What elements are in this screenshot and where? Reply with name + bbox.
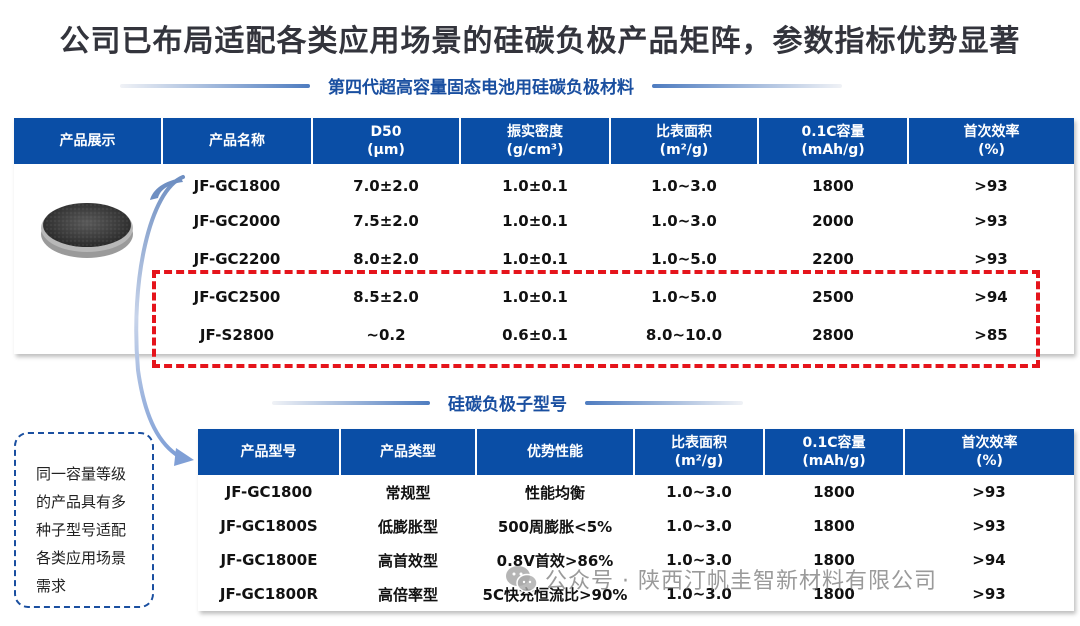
note-line: 种子型号适配 (36, 521, 127, 539)
wechat-icon (506, 566, 538, 593)
cell-efficiency: >85 (974, 326, 1008, 344)
header-type: 产品类型 (339, 429, 476, 475)
divider-line (585, 400, 743, 405)
cell-capacity: 1800 (813, 517, 855, 535)
table-row: JF-GC2000 7.5±2.0 1.0±0.1 1.0~3.0 2000 >… (14, 202, 1074, 240)
cell-tap-density: 1.0±0.1 (502, 177, 568, 195)
cell-efficiency: >93 (974, 212, 1008, 230)
cell-name: JF-GC2200 (193, 250, 281, 268)
cell-name: JF-GC1800 (193, 177, 281, 195)
cell-model: JF-GC1800E (220, 551, 318, 569)
divider-line (272, 400, 430, 405)
divider-line (652, 83, 842, 88)
cell-d50: 8.0±2.0 (353, 250, 419, 268)
section2-heading-label: 硅碳负极子型号 (448, 395, 567, 415)
table-row: JF-GC1800S 低膨胀型 500周膨胀<5% 1.0~3.0 1800 >… (198, 509, 1074, 543)
cell-d50: 8.5±2.0 (353, 288, 419, 306)
table-row: JF-GC2200 8.0±2.0 1.0±0.1 1.0~5.0 2200 >… (14, 240, 1074, 278)
header-model: 产品型号 (198, 429, 340, 475)
cell-efficiency: >93 (974, 250, 1008, 268)
cell-efficiency: >93 (974, 177, 1008, 195)
cell-efficiency: >93 (972, 585, 1006, 603)
cell-advantage: 0.8V首效>86% (496, 551, 614, 570)
table-row-highlighted: JF-GC2500 8.5±2.0 1.0±0.1 1.0~5.0 2500 >… (14, 278, 1074, 316)
header-product-display: 产品展示 (14, 118, 162, 164)
cell-capacity: 1800 (813, 585, 855, 603)
cell-surface-area: 1.0~3.0 (666, 551, 732, 569)
page-title: 公司已布局适配各类应用场景的硅碳负极产品矩阵，参数指标优势显著 (59, 24, 1021, 59)
note-line: 需求 (36, 577, 67, 595)
cell-surface-area: 1.0~5.0 (651, 250, 717, 268)
table-row: JF-GC1800E 高首效型 0.8V首效>86% 1.0~3.0 1800 … (198, 543, 1074, 577)
cell-type: 常规型 (385, 483, 431, 502)
cell-advantage: 5C快充恒流比>90% (482, 585, 628, 604)
cell-type: 低膨胀型 (377, 517, 438, 536)
table-header-row: 产品展示 产品名称 D50 (μm) 振实密度 (g/cm³) 比表面积 (m²/g)… (14, 118, 1074, 164)
cell-capacity: 2800 (812, 326, 854, 344)
cell-surface-area: 1.0~3.0 (666, 483, 732, 501)
cell-model: JF-GC1800 (225, 483, 313, 501)
cell-capacity: 1800 (813, 483, 855, 501)
header-efficiency: 首次效率 (%) (903, 429, 1074, 475)
cell-efficiency: >94 (972, 551, 1006, 569)
cell-surface-area: 8.0~10.0 (645, 326, 723, 344)
cell-efficiency: >93 (972, 517, 1006, 535)
sub-model-table: 产品型号 产品类型 优势性能 比表面积 (m²/g) 0.1C容量 (mAh/g) … (198, 429, 1074, 611)
header-capacity: 0.1C容量 (mAh/g) (757, 118, 908, 164)
cell-capacity: 2200 (812, 250, 854, 268)
header-d50: D50 (μm) (311, 118, 460, 164)
product-matrix-table: 产品展示 产品名称 D50 (μm) 振实密度 (g/cm³) 比表面积 (m²/g)… (14, 118, 1074, 354)
table-row: JF-GC1800 7.0±2.0 1.0±0.1 1.0~3.0 1800 >… (14, 164, 1074, 202)
cell-advantage: 500周膨胀<5% (497, 517, 613, 536)
cell-surface-area: 1.0~3.0 (651, 177, 717, 195)
cell-type: 高倍率型 (377, 585, 438, 604)
cell-efficiency: >93 (972, 483, 1006, 501)
header-tap-density: 振实密度 (g/cm³) (459, 118, 610, 164)
header-efficiency: 首次效率 (%) (907, 118, 1074, 164)
cell-tap-density: 1.0±0.1 (502, 250, 568, 268)
header-surface-area: 比表面积 (m²/g) (609, 118, 758, 164)
header-capacity: 0.1C容量 (mAh/g) (763, 429, 904, 475)
table-row-highlighted: JF-S2800 ~0.2 0.6±0.1 8.0~10.0 2800 >85 (14, 316, 1074, 354)
cell-capacity: 1800 (812, 177, 854, 195)
cell-capacity: 1800 (813, 551, 855, 569)
cell-d50: 7.0±2.0 (353, 177, 419, 195)
cell-name: JF-S2800 (199, 326, 275, 344)
header-surface-area: 比表面积 (m²/g) (633, 429, 764, 475)
cell-efficiency: >94 (974, 288, 1008, 306)
watermark-text: 公众号 · 陕西汀帆圭智新材料有限公司 (545, 569, 937, 594)
cell-tap-density: 1.0±0.1 (502, 288, 568, 306)
cell-name: JF-GC2500 (193, 288, 281, 306)
product-powder-image (41, 203, 133, 258)
cell-type: 高首效型 (377, 551, 438, 570)
cell-capacity: 2000 (812, 212, 854, 230)
cell-advantage: 性能均衡 (524, 483, 585, 502)
note-line: 同一容量等级 (36, 465, 127, 483)
cell-tap-density: 0.6±0.1 (502, 326, 568, 344)
section1-heading-label: 第四代超高容量固态电池用硅碳负极材料 (328, 78, 634, 98)
header-product-name: 产品名称 (161, 118, 312, 164)
cell-surface-area: 1.0~5.0 (651, 288, 717, 306)
table-row: JF-GC1800 常规型 性能均衡 1.0~3.0 1800 >93 (198, 475, 1074, 509)
divider-line (120, 83, 310, 88)
watermark: 公众号 · 陕西汀帆圭智新材料有限公司 (505, 563, 937, 595)
cell-model: JF-GC1800S (220, 517, 318, 535)
section2-heading: 硅碳负极子型号 (272, 390, 743, 415)
table-row: JF-GC1800R 高倍率型 5C快充恒流比>90% 1.0~3.0 1800… (198, 577, 1074, 611)
cell-name: JF-GC2000 (193, 212, 281, 230)
cell-tap-density: 1.0±0.1 (502, 212, 568, 230)
cell-surface-area: 1.0~3.0 (651, 212, 717, 230)
note-line: 各类应用场景 (36, 549, 127, 567)
cell-surface-area: 1.0~3.0 (666, 585, 732, 603)
note-box: 同一容量等级 的产品具有多 种子型号适配 各类应用场景 需求 (14, 432, 154, 608)
cell-capacity: 2500 (812, 288, 854, 306)
cell-d50: ~0.2 (366, 326, 406, 344)
note-line: 的产品具有多 (36, 493, 127, 511)
section1-heading: 第四代超高容量固态电池用硅碳负极材料 (120, 73, 842, 98)
table-header-row: 产品型号 产品类型 优势性能 比表面积 (m²/g) 0.1C容量 (mAh/g) … (198, 429, 1074, 475)
cell-d50: 7.5±2.0 (353, 212, 419, 230)
cell-model: JF-GC1800R (219, 585, 319, 603)
cell-surface-area: 1.0~3.0 (666, 517, 732, 535)
header-advantage: 优势性能 (475, 429, 634, 475)
